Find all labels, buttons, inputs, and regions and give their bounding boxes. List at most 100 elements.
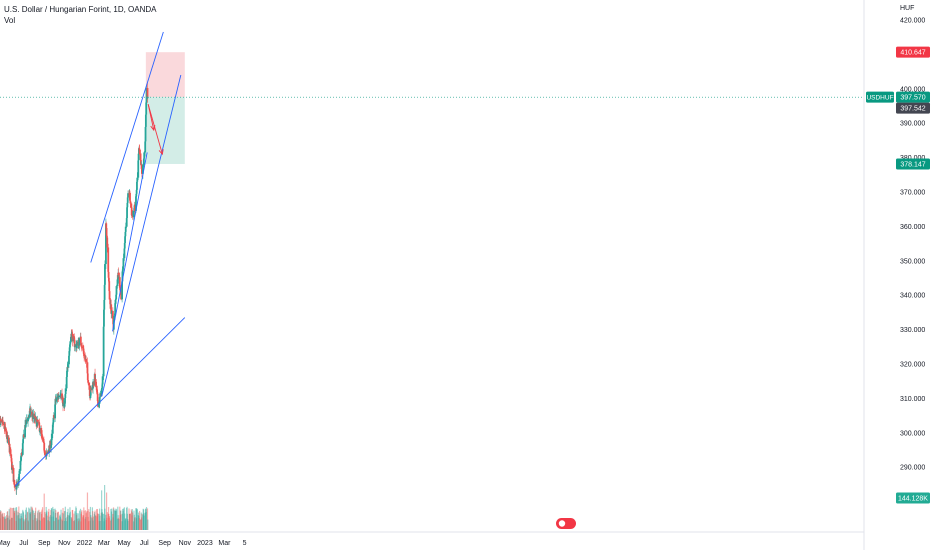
volume-bar: [104, 508, 106, 530]
volume-bar: [143, 513, 145, 530]
volume-bar: [30, 506, 32, 530]
volume-bar: [112, 517, 114, 530]
take-profit-zone[interactable]: [145, 97, 185, 164]
volume-bar: [61, 519, 63, 530]
volume-bar: [13, 511, 15, 530]
volume-bar: [90, 515, 92, 530]
volume-bar: [78, 519, 80, 530]
candle: [114, 298, 117, 309]
volume-bar: [94, 511, 96, 530]
volume-bar: [48, 508, 50, 530]
candle: [57, 394, 59, 401]
volume-bar: [139, 519, 142, 530]
volume-bar: [126, 507, 128, 530]
volume-bar: [55, 517, 57, 530]
volume-bar: [6, 511, 9, 530]
volume-bar: [69, 513, 71, 530]
volume-bar: [124, 513, 126, 530]
candle: [39, 426, 42, 437]
volume-bar: [21, 517, 23, 530]
candle: [64, 393, 67, 403]
volume-value-tag: 144.128K: [896, 492, 930, 504]
volume-bar: [82, 517, 84, 530]
volume-bar: [39, 511, 41, 530]
volume-bar: [66, 521, 68, 530]
volume-bar: [17, 512, 19, 530]
volume-bar: [35, 507, 37, 530]
trendline-long-support[interactable]: [14, 317, 186, 487]
volume-bar: [40, 513, 43, 530]
volume-bar: [115, 508, 117, 530]
volume-bar: [40, 511, 42, 530]
candle: [66, 362, 69, 375]
volume-bar: [14, 510, 16, 530]
volume-bar: [33, 512, 35, 530]
volume-bar: [45, 506, 47, 530]
candle: [92, 380, 95, 388]
event-flag-icon[interactable]: [556, 518, 576, 529]
volume-bar: [5, 518, 7, 530]
volume-bar: [112, 513, 114, 530]
volume-bar: [129, 513, 131, 530]
volume-bar: [71, 510, 73, 530]
x-tick-label: Sep: [38, 540, 51, 547]
volume-bar: [16, 510, 18, 530]
volume-bar: [29, 508, 31, 530]
trendline-lower-channel[interactable]: [101, 74, 182, 397]
volume-bar: [119, 506, 121, 530]
volume-bar: [91, 518, 93, 530]
candle: [85, 360, 88, 368]
candle: [18, 469, 21, 477]
candle: [92, 378, 94, 394]
candle: [53, 413, 56, 420]
volume-bar: [7, 517, 9, 530]
volume-bar: [42, 517, 45, 530]
y-tick-label: 390.000: [900, 121, 925, 128]
price-tags: 410.647 397.570 397.542 378.147 144.128K USDH…: [556, 46, 930, 529]
volume-bar: [1, 514, 3, 530]
candle: [41, 430, 44, 443]
candle: [2, 420, 5, 426]
candle: [75, 339, 78, 352]
stop-loss-zone[interactable]: [145, 52, 185, 98]
volume-bar: [68, 515, 70, 530]
volume-bar: [22, 509, 24, 530]
volume-bar: [59, 516, 61, 530]
candle: [4, 422, 7, 434]
volume-bar: [23, 519, 25, 530]
volume-bar: [31, 508, 33, 530]
volume-bar: [122, 508, 124, 530]
volume-bar: [55, 510, 57, 530]
volume-bar: [25, 507, 27, 530]
trendline-steep-support[interactable]: [112, 152, 148, 332]
volume-bar: [15, 507, 18, 530]
volume-bar: [58, 519, 60, 530]
volume-bar: [47, 520, 49, 530]
candle: [104, 260, 106, 288]
volume-bar: [10, 517, 13, 530]
volume-bar: [100, 512, 102, 530]
symbol-tag-text: USDHUF: [866, 95, 893, 102]
volume-bar: [43, 493, 45, 530]
volume-bar: [36, 518, 38, 530]
volume-bar: [102, 513, 104, 530]
volume-bar: [118, 519, 120, 530]
candle: [142, 156, 145, 168]
position-zones: [0, 52, 864, 164]
candle: [29, 405, 32, 417]
candle: [126, 201, 129, 212]
volume-bar: [113, 508, 115, 530]
volume-bar: [97, 513, 99, 530]
volume-bar: [8, 515, 10, 530]
volume-bar: [70, 517, 72, 530]
y-tick-label: 420.000: [900, 18, 925, 25]
trendline-upper-channel[interactable]: [90, 31, 164, 263]
candle: [140, 156, 142, 166]
volume-bar: [45, 513, 47, 530]
volume-bar: [111, 508, 113, 530]
projection-arrow[interactable]: [147, 104, 164, 156]
volume-bar: [98, 513, 100, 530]
volume-bar: [20, 513, 22, 530]
volume-bar: [27, 520, 29, 530]
